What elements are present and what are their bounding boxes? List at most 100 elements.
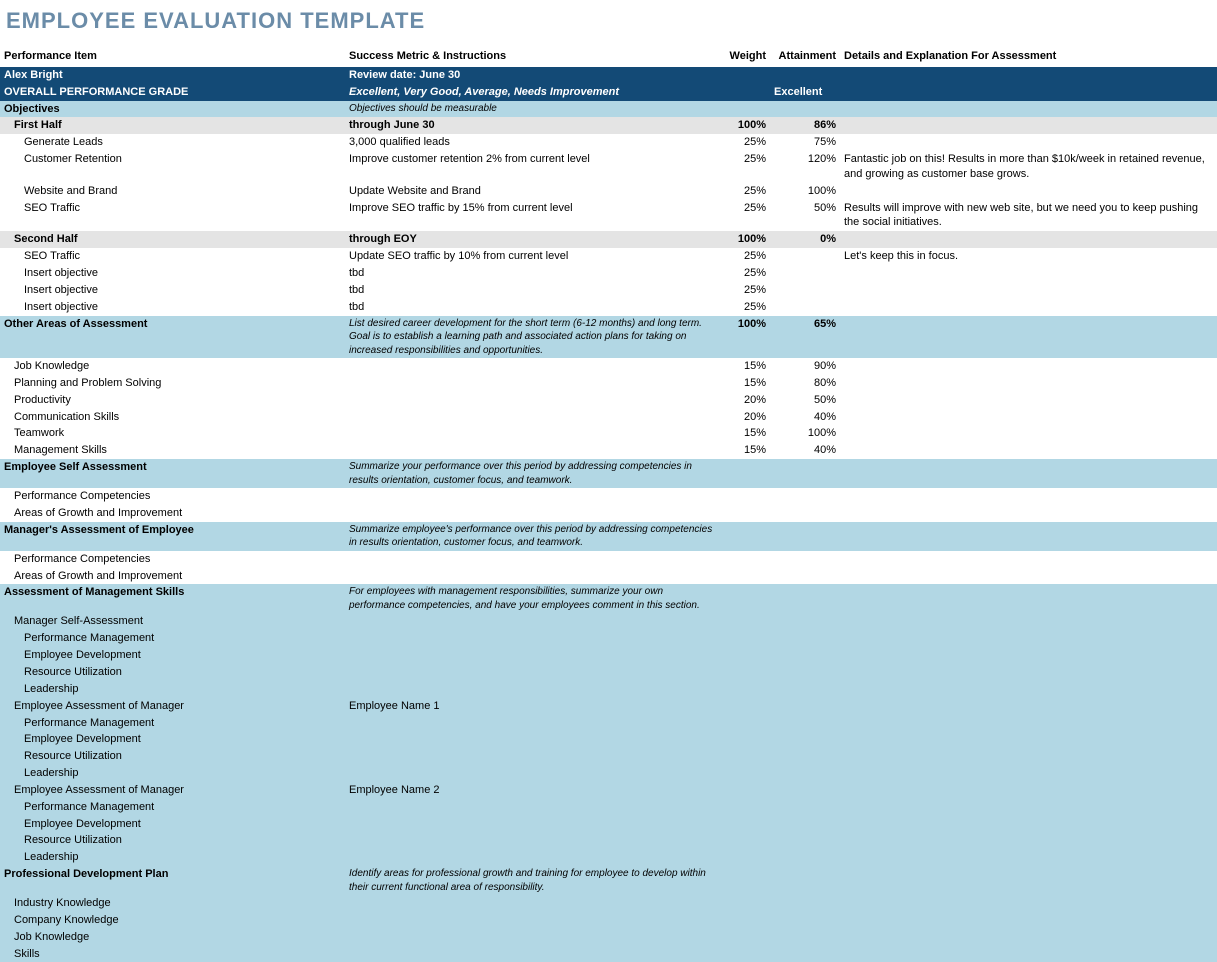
first-half-weight: 100% [720, 117, 770, 134]
assessment-label: Planning and Problem Solving [0, 375, 345, 392]
mgmt-group-label: Employee Assessment of Manager [0, 782, 345, 799]
mgmt-skills-label: Assessment of Management Skills [0, 584, 345, 613]
manager-item-row: Performance Competencies [0, 551, 1217, 568]
mgmt-sub-row: Performance Management [0, 715, 1217, 732]
objective-label: Website and Brand [0, 183, 345, 200]
objective-metric: Update SEO traffic by 10% from current l… [345, 248, 720, 265]
assessment-attain: 100% [770, 425, 840, 442]
mgmt-sub-row: Resource Utilization [0, 664, 1217, 681]
first-half-attain: 86% [770, 117, 840, 134]
prof-dev-item-row: Skills [0, 946, 1217, 962]
other-areas-section: Other Areas of AssessmentList desired ca… [0, 316, 1217, 359]
mgmt-sub-label: Leadership [0, 681, 345, 698]
objective-row: Insert objectivetbd25% [0, 299, 1217, 316]
objective-attain [770, 299, 840, 316]
assessment-attain: 80% [770, 375, 840, 392]
first-half-metric: through June 30 [345, 117, 720, 134]
objective-attain [770, 265, 840, 282]
assessment-weight: 15% [720, 375, 770, 392]
objective-detail [840, 183, 1217, 200]
assessment-row: Productivity20%50% [0, 392, 1217, 409]
objective-attain: 75% [770, 134, 840, 151]
prof-dev-item-label: Skills [0, 946, 345, 962]
objective-detail: Results will improve with new web site, … [840, 200, 1217, 232]
objective-detail: Let's keep this in focus. [840, 248, 1217, 265]
overall-grade-row: OVERALL PERFORMANCE GRADEExcellent, Very… [0, 84, 1217, 101]
other-areas-weight: 100% [720, 316, 770, 359]
objective-detail [840, 265, 1217, 282]
other-areas-attain: 65% [770, 316, 840, 359]
objectives-label: Objectives [0, 101, 345, 118]
objective-label: Insert objective [0, 265, 345, 282]
mgmt-group-label: Manager Self-Assessment [0, 613, 345, 630]
self-assessment-section: Employee Self AssessmentSummarize your p… [0, 459, 1217, 488]
objective-row: Customer RetentionImprove customer reten… [0, 151, 1217, 183]
objective-attain: 120% [770, 151, 840, 183]
objective-detail: Fantastic job on this! Results in more t… [840, 151, 1217, 183]
prof-dev-item-label: Company Knowledge [0, 912, 345, 929]
mgmt-group-metric: Employee Name 1 [345, 698, 720, 715]
mgmt-sub-row: Leadership [0, 849, 1217, 866]
objectives-section: ObjectivesObjectives should be measurabl… [0, 101, 1217, 118]
objective-weight: 25% [720, 134, 770, 151]
header-weight: Weight [720, 48, 770, 67]
employee-name: Alex Bright [0, 67, 345, 84]
objective-row: Insert objectivetbd25% [0, 265, 1217, 282]
objective-label: Insert objective [0, 299, 345, 316]
objective-row: Insert objectivetbd25% [0, 282, 1217, 299]
mgmt-skills-section: Assessment of Management SkillsFor emplo… [0, 584, 1217, 613]
assessment-row: Job Knowledge15%90% [0, 358, 1217, 375]
objective-metric: tbd [345, 282, 720, 299]
employee-row: Alex BrightReview date: June 30 [0, 67, 1217, 84]
second-half-row: Second Halfthrough EOY100%0% [0, 231, 1217, 248]
objective-label: SEO Traffic [0, 248, 345, 265]
objective-metric: Improve SEO traffic by 15% from current … [345, 200, 720, 232]
evaluation-table: Performance ItemSuccess Metric & Instruc… [0, 48, 1217, 962]
mgmt-sub-label: Performance Management [0, 799, 345, 816]
manager-item-label: Areas of Growth and Improvement [0, 568, 345, 585]
manager-assessment-instr: Summarize employee's performance over th… [345, 522, 720, 551]
mgmt-sub-label: Leadership [0, 765, 345, 782]
objective-weight: 25% [720, 265, 770, 282]
objective-weight: 25% [720, 248, 770, 265]
mgmt-sub-label: Performance Management [0, 715, 345, 732]
manager-item-row: Areas of Growth and Improvement [0, 568, 1217, 585]
assessment-weight: 15% [720, 358, 770, 375]
objective-attain [770, 248, 840, 265]
objective-metric: tbd [345, 299, 720, 316]
objective-row: SEO TrafficUpdate SEO traffic by 10% fro… [0, 248, 1217, 265]
mgmt-sub-row: Leadership [0, 765, 1217, 782]
assessment-attain: 40% [770, 442, 840, 459]
header-attain: Attainment [770, 48, 840, 67]
mgmt-sub-label: Resource Utilization [0, 832, 345, 849]
assessment-attain: 50% [770, 392, 840, 409]
objective-metric: 3,000 qualified leads [345, 134, 720, 151]
objective-weight: 25% [720, 299, 770, 316]
prof-dev-item-row: Job Knowledge [0, 929, 1217, 946]
objective-attain: 100% [770, 183, 840, 200]
other-areas-label: Other Areas of Assessment [0, 316, 345, 359]
assessment-label: Teamwork [0, 425, 345, 442]
mgmt-sub-row: Resource Utilization [0, 832, 1217, 849]
mgmt-sub-label: Resource Utilization [0, 748, 345, 765]
mgmt-sub-row: Employee Development [0, 647, 1217, 664]
objective-metric: tbd [345, 265, 720, 282]
objective-detail [840, 282, 1217, 299]
objective-label: Generate Leads [0, 134, 345, 151]
objective-weight: 25% [720, 282, 770, 299]
first-half-row: First Halfthrough June 30100%86% [0, 117, 1217, 134]
mgmt-sub-label: Employee Development [0, 647, 345, 664]
mgmt-group-row: Manager Self-Assessment [0, 613, 1217, 630]
objective-attain [770, 282, 840, 299]
self-item-label: Performance Competencies [0, 488, 345, 505]
mgmt-sub-label: Leadership [0, 849, 345, 866]
page-title: EMPLOYEE EVALUATION TEMPLATE [0, 0, 1217, 48]
objective-row: Generate Leads3,000 qualified leads25%75… [0, 134, 1217, 151]
assessment-row: Planning and Problem Solving 15%80% [0, 375, 1217, 392]
assessment-weight: 20% [720, 409, 770, 426]
prof-dev-item-row: Company Knowledge [0, 912, 1217, 929]
prof-dev-item-label: Job Knowledge [0, 929, 345, 946]
objective-metric: Update Website and Brand [345, 183, 720, 200]
assessment-row: Teamwork15%100% [0, 425, 1217, 442]
assessment-weight: 20% [720, 392, 770, 409]
